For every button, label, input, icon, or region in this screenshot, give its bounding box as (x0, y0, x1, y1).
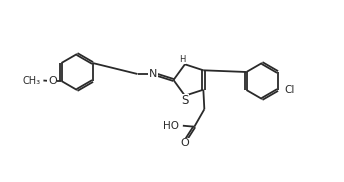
Text: CH₃: CH₃ (23, 76, 41, 86)
Text: N: N (149, 69, 157, 79)
Text: HO: HO (163, 121, 179, 131)
Text: S: S (181, 94, 189, 107)
Text: H: H (179, 55, 185, 64)
Text: O: O (48, 76, 57, 86)
Text: O: O (181, 138, 189, 148)
Text: Cl: Cl (284, 85, 295, 95)
